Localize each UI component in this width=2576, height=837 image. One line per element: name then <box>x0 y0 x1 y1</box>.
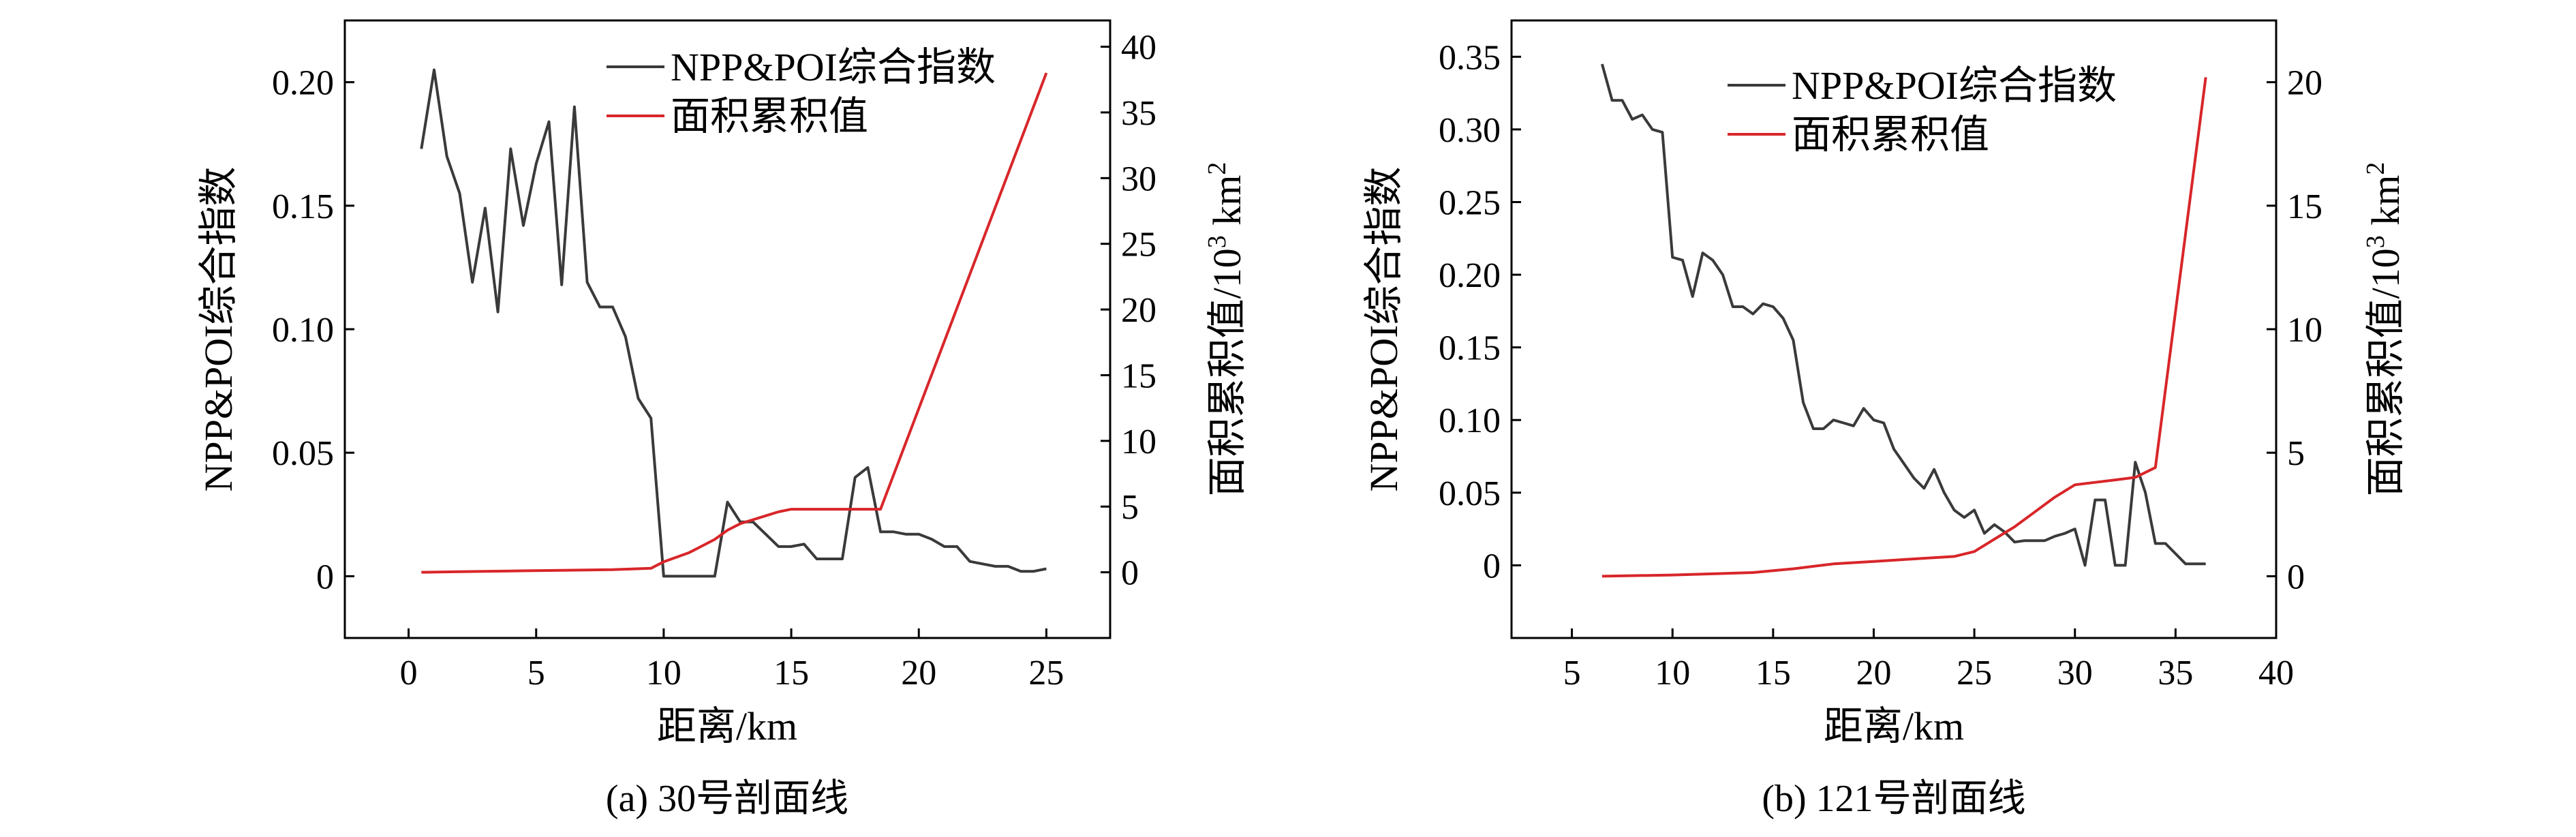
legend: NPP&POI综合指数 面积累积值 <box>1728 63 2117 157</box>
x-axis-title: 距离/km <box>657 704 797 748</box>
y-left-ticks: 0 0.05 0.10 0.15 0.20 <box>272 64 354 596</box>
caption-a: (a) 30号剖面线 <box>606 778 848 820</box>
y-right-title-base: 面积累积值/10 <box>2363 248 2408 496</box>
y-right-title-exp1: 3 <box>1203 235 1231 248</box>
x-tick-label: 35 <box>2158 654 2193 693</box>
y-right-tick-label: 10 <box>1121 423 1156 461</box>
x-tick-label: 30 <box>2057 654 2093 693</box>
x-tick-label: 10 <box>646 654 681 693</box>
legend-label-area: 面积累积值 <box>1792 112 1989 157</box>
y-right-tick-label: 30 <box>1121 159 1156 198</box>
x-tick-label: 25 <box>1028 654 1064 693</box>
y-left-tick-label: 0.05 <box>1439 474 1501 513</box>
x-tick-label: 40 <box>2258 654 2294 693</box>
y-right-tick-label: 10 <box>2287 311 2322 350</box>
y-left-tick-label: 0.30 <box>1439 111 1501 150</box>
y-right-title-exp2: 2 <box>1203 162 1231 175</box>
series-line-area-cumulative <box>421 72 1048 574</box>
caption-b: (b) 121号剖面线 <box>1762 778 2025 820</box>
x-tick-label: 5 <box>1563 654 1581 693</box>
y-right-ticks: 0 5 10 15 20 25 30 35 40 <box>1101 29 1156 593</box>
x-tick-label: 20 <box>1856 654 1891 693</box>
legend-label-npp: NPP&POI综合指数 <box>1792 63 2117 108</box>
legend-label-area: 面积累积值 <box>671 94 868 138</box>
x-tick-label: 0 <box>400 654 418 693</box>
series-lines <box>420 68 1048 578</box>
series-line-npp-poi <box>1600 63 2206 567</box>
y-right-tick-label: 0 <box>2287 558 2305 596</box>
chart-a: 0 5 10 15 20 25 0 0.05 0.10 0.15 0.20 0 5 10 15 20 25 3… <box>196 19 1249 820</box>
series-line-npp-poi <box>420 68 1047 578</box>
y-right-title-unit: km <box>1205 175 1249 236</box>
x-tick-label: 10 <box>1655 654 1690 693</box>
y-right-axis-title: 面积累积值/103 km2 <box>2361 162 2408 497</box>
y-left-tick-label: 0.10 <box>272 311 334 350</box>
y-right-tick-label: 15 <box>2287 187 2322 226</box>
y-left-tick-label: 0 <box>316 558 334 596</box>
y-left-tick-label: 0.20 <box>272 64 334 103</box>
y-right-title-base: 面积累积值/10 <box>1205 248 1249 496</box>
y-left-tick-label: 0.10 <box>1439 401 1501 440</box>
y-right-title-exp1: 3 <box>2361 235 2390 248</box>
x-tick-label: 5 <box>527 654 545 693</box>
x-ticks: 0 5 10 15 20 25 <box>400 628 1064 693</box>
legend-label-npp: NPP&POI综合指数 <box>671 45 996 89</box>
y-right-tick-label: 20 <box>2287 64 2322 103</box>
x-axis-title: 距离/km <box>1824 704 1964 748</box>
y-right-title-exp2: 2 <box>2361 162 2390 175</box>
y-left-axis-title: NPP&POI综合指数 <box>1362 167 1406 492</box>
legend: NPP&POI综合指数 面积累积值 <box>607 45 996 138</box>
y-right-tick-label: 40 <box>1121 29 1156 67</box>
y-left-tick-label: 0 <box>1483 547 1501 585</box>
x-tick-label: 20 <box>901 654 936 693</box>
x-tick-label: 15 <box>1755 654 1791 693</box>
x-tick-label: 25 <box>1957 654 1992 693</box>
y-left-tick-label: 0.15 <box>272 187 334 226</box>
x-ticks: 5 10 15 20 25 30 35 40 <box>1563 628 2294 693</box>
y-left-tick-label: 0.35 <box>1439 38 1501 77</box>
y-right-title-unit: km <box>2363 175 2408 236</box>
y-left-tick-label: 0.25 <box>1439 183 1501 222</box>
y-right-tick-label: 0 <box>1121 554 1139 593</box>
y-left-ticks: 0 0.05 0.10 0.15 0.20 0.25 0.30 0.35 <box>1439 38 1521 585</box>
y-right-axis-title: 面积累积值/103 km2 <box>1203 162 1249 497</box>
y-right-tick-label: 35 <box>1121 94 1156 133</box>
y-right-tick-label: 5 <box>1121 488 1139 527</box>
y-right-tick-label: 5 <box>2287 434 2305 473</box>
y-right-tick-label: 25 <box>1121 226 1156 264</box>
y-left-tick-label: 0.05 <box>272 434 334 473</box>
series-lines <box>1600 63 2207 578</box>
y-right-tick-label: 20 <box>1121 291 1156 330</box>
series-line-area-cumulative <box>1601 77 2207 578</box>
y-left-tick-label: 0.15 <box>1439 329 1501 368</box>
x-tick-label: 15 <box>773 654 809 693</box>
y-left-tick-label: 0.20 <box>1439 256 1501 295</box>
chart-b: 5 10 15 20 25 30 35 40 00.050.100.150.200.250.3… <box>1362 19 2408 820</box>
y-right-tick-label: 15 <box>1121 356 1156 395</box>
y-right-ticks: 0 5 10 15 20 <box>2267 64 2322 596</box>
y-left-axis-title: NPP&POI综合指数 <box>196 167 241 492</box>
